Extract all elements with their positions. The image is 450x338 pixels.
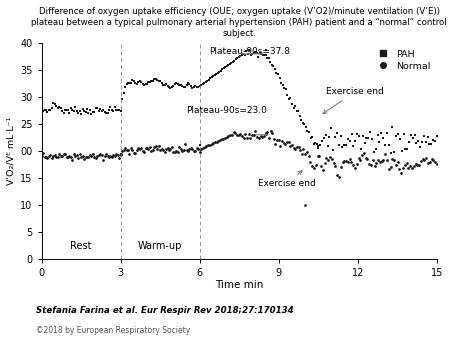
Legend: PAH, Normal: PAH, Normal bbox=[371, 48, 432, 72]
Text: Plateau-90s=37.8: Plateau-90s=37.8 bbox=[209, 47, 290, 56]
Text: ©2018 by European Respiratory Society: ©2018 by European Respiratory Society bbox=[36, 326, 190, 335]
Text: Rest: Rest bbox=[70, 241, 92, 250]
Text: Exercise end: Exercise end bbox=[323, 87, 384, 114]
Y-axis label: VʹO₂/Vᴱ mL·L⁻¹: VʹO₂/Vᴱ mL·L⁻¹ bbox=[7, 117, 16, 185]
Text: Warm-up: Warm-up bbox=[138, 241, 182, 250]
Title: Difference of oxygen uptake efficiency (OUE; oxygen uptake (V’O2)/minute ventila: Difference of oxygen uptake efficiency (… bbox=[32, 7, 447, 38]
Text: Plateau-90s=23.0: Plateau-90s=23.0 bbox=[187, 106, 267, 115]
Text: Exercise end: Exercise end bbox=[258, 171, 315, 188]
X-axis label: Time min: Time min bbox=[215, 281, 263, 290]
Text: Stefania Farina et al. Eur Respir Rev 2018;27:170134: Stefania Farina et al. Eur Respir Rev 20… bbox=[36, 306, 293, 315]
